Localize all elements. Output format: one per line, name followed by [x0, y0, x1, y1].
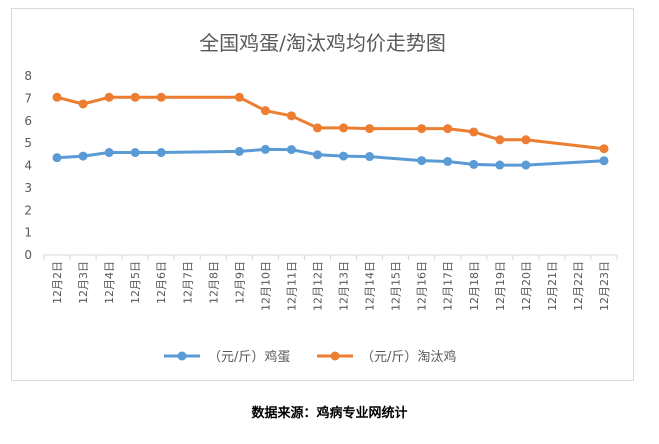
series-1-point — [521, 160, 531, 170]
x-tick-label: 12月16日 — [416, 261, 429, 311]
series-1-point — [365, 152, 375, 162]
series-2-point — [156, 92, 166, 102]
y-tick-label: 0 — [24, 248, 32, 262]
x-tick-label: 12月17日 — [442, 261, 455, 311]
y-tick-label: 3 — [24, 181, 32, 195]
y-tick-label: 7 — [24, 91, 32, 105]
legend-label-2: （元/斤）淘汰鸡 — [361, 349, 456, 365]
y-tick-label: 4 — [24, 159, 32, 173]
x-tick-label: 12月21日 — [546, 261, 559, 311]
chart-title: 全国鸡蛋/淘汰鸡均价走势图 — [199, 31, 446, 55]
series-2-point — [286, 111, 296, 121]
series-2-point — [521, 135, 531, 145]
x-tick-label: 12月8日 — [207, 261, 220, 304]
x-tick-label: 12月18日 — [468, 261, 481, 311]
series-2-point — [599, 144, 609, 154]
x-tick-label: 12月5日 — [129, 261, 142, 304]
series-2-point — [443, 124, 453, 134]
x-tick-label: 12月2日 — [51, 261, 64, 304]
series-1-point — [104, 148, 114, 158]
series-2-point — [469, 127, 479, 137]
y-tick-label: 8 — [24, 69, 32, 83]
series-2-point — [104, 92, 114, 102]
x-tick-label: 12月11日 — [285, 261, 298, 311]
x-tick-label: 12月4日 — [103, 261, 116, 304]
x-tick-label: 12月23日 — [598, 261, 611, 311]
series-2-point — [312, 123, 322, 133]
series-2-point — [495, 135, 505, 145]
y-tick-label: 6 — [24, 114, 32, 128]
x-tick-label: 12月7日 — [181, 261, 194, 304]
series-1-point — [260, 144, 270, 154]
x-tick-label: 12月19日 — [494, 261, 507, 311]
y-tick-label: 5 — [24, 136, 32, 150]
y-tick-label: 2 — [24, 203, 32, 217]
chart-frame: 全国鸡蛋/淘汰鸡均价走势图 — [11, 8, 634, 381]
legend-marker-2 — [330, 351, 340, 361]
series-1-point — [78, 151, 88, 161]
x-tick-label: 12月15日 — [390, 261, 403, 311]
legend-marker-1 — [177, 351, 187, 361]
x-tick-label: 12月22日 — [572, 261, 585, 311]
series-2-point — [78, 99, 88, 109]
series-1-point — [52, 153, 62, 163]
x-tick-label: 12月9日 — [233, 261, 246, 304]
series-1-point — [130, 148, 140, 158]
series-2-point — [339, 123, 349, 133]
x-tick-label: 12月12日 — [311, 261, 324, 311]
x-tick-label: 12月14日 — [364, 261, 377, 311]
series-2-point — [417, 124, 427, 134]
series-1-point — [417, 156, 427, 166]
x-tick-label: 12月3日 — [77, 261, 90, 304]
series-2-point — [130, 92, 140, 102]
series-1-point — [234, 146, 244, 156]
x-tick-label: 12月13日 — [338, 261, 351, 311]
series-2-point — [260, 106, 270, 116]
series-2-point — [365, 124, 375, 134]
legend-label-1: （元/斤）鸡蛋 — [208, 349, 290, 365]
series-1-point — [286, 145, 296, 155]
source-note: 数据来源：鸡病专业网统计 — [251, 406, 408, 421]
series-1-point — [156, 148, 166, 158]
y-tick-label: 1 — [24, 226, 32, 240]
x-tick-label: 12月20日 — [520, 261, 533, 311]
series-1-point — [469, 159, 479, 169]
series-1-point — [599, 156, 609, 166]
x-tick-label: 12月6日 — [155, 261, 168, 304]
series-1-point — [312, 150, 322, 160]
series-1-point — [495, 160, 505, 170]
series-1-point — [443, 156, 453, 166]
series-1-point — [339, 151, 349, 161]
x-tick-label: 12月10日 — [259, 261, 272, 311]
series-2-point — [234, 92, 244, 102]
series-2-point — [52, 92, 62, 102]
